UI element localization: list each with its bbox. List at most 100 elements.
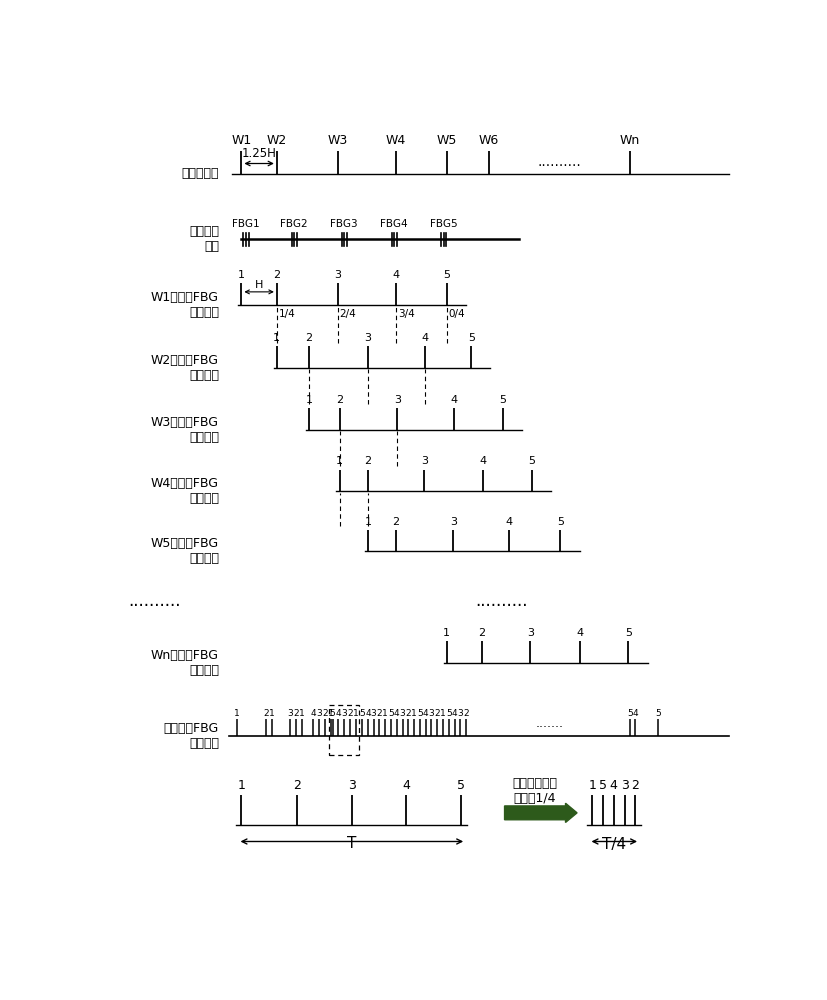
- Text: 2: 2: [364, 456, 371, 466]
- Text: 1: 1: [336, 456, 342, 466]
- Text: W2: W2: [266, 134, 286, 147]
- Text: 2: 2: [347, 709, 352, 718]
- Text: 1: 1: [273, 333, 280, 343]
- Text: 5: 5: [499, 395, 505, 405]
- Text: 3: 3: [620, 779, 628, 792]
- Text: 降低为1/4: 降低为1/4: [514, 792, 556, 805]
- Text: 3: 3: [348, 779, 356, 792]
- Text: 单次测量时间: 单次测量时间: [512, 777, 557, 790]
- Text: W5对应的FBG
反射信号: W5对应的FBG 反射信号: [151, 537, 218, 565]
- Text: ..........: ..........: [475, 592, 527, 610]
- Text: 2: 2: [293, 779, 301, 792]
- Text: 0/4: 0/4: [448, 309, 465, 319]
- Text: 1: 1: [364, 517, 371, 527]
- Text: FBG5: FBG5: [429, 219, 457, 229]
- Text: 4: 4: [450, 395, 457, 405]
- Text: 2: 2: [478, 628, 485, 638]
- Bar: [329, 705, 358, 755]
- Text: 4: 4: [452, 709, 457, 718]
- Text: 4: 4: [394, 709, 399, 718]
- FancyArrow shape: [504, 803, 576, 822]
- Text: 3: 3: [399, 709, 405, 718]
- Text: 1: 1: [305, 395, 312, 405]
- Text: 2: 2: [434, 709, 439, 718]
- Text: 2: 2: [462, 709, 468, 718]
- Text: 1: 1: [237, 270, 245, 280]
- Text: 1: 1: [299, 709, 304, 718]
- Text: 4: 4: [504, 517, 512, 527]
- Text: 5: 5: [528, 456, 535, 466]
- Text: 1: 1: [327, 709, 333, 718]
- Text: T: T: [346, 836, 356, 852]
- Text: FBG2: FBG2: [280, 219, 308, 229]
- Text: 4: 4: [423, 709, 428, 718]
- Text: 1: 1: [269, 709, 275, 718]
- Text: 5: 5: [654, 709, 660, 718]
- Text: 3: 3: [341, 709, 347, 718]
- Text: 1: 1: [382, 709, 388, 718]
- Text: 3: 3: [334, 270, 341, 280]
- Text: FBG1: FBG1: [232, 219, 260, 229]
- Text: 3: 3: [526, 628, 533, 638]
- Text: ..........: ..........: [537, 155, 581, 169]
- Text: 2: 2: [405, 709, 411, 718]
- Text: 光纤传感
单元: 光纤传感 单元: [189, 225, 218, 253]
- Text: 5: 5: [388, 709, 394, 718]
- Text: 2: 2: [263, 709, 268, 718]
- Text: 5: 5: [624, 628, 631, 638]
- Text: 5: 5: [598, 779, 606, 792]
- Text: 1: 1: [442, 628, 450, 638]
- Text: 5: 5: [442, 270, 450, 280]
- Text: FBG3: FBG3: [330, 219, 357, 229]
- Text: 4: 4: [576, 628, 582, 638]
- Text: 4: 4: [402, 779, 410, 792]
- Text: W4: W4: [385, 134, 406, 147]
- Text: W2对应的FBG
反射信号: W2对应的FBG 反射信号: [151, 354, 218, 382]
- Text: 4: 4: [310, 709, 316, 718]
- Text: W4对应的FBG
反射信号: W4对应的FBG 反射信号: [151, 477, 218, 505]
- Text: 1: 1: [237, 779, 245, 792]
- Text: 4: 4: [479, 456, 485, 466]
- Text: 调制光脉冲: 调制光脉冲: [181, 167, 218, 180]
- Text: 2: 2: [630, 779, 638, 792]
- Text: FBG4: FBG4: [380, 219, 408, 229]
- Text: 1: 1: [411, 709, 417, 718]
- Text: 1/4: 1/4: [279, 309, 295, 319]
- Text: 5: 5: [626, 709, 632, 718]
- Text: 5: 5: [445, 709, 451, 718]
- Text: 2: 2: [392, 517, 399, 527]
- Text: ..........: ..........: [128, 592, 181, 610]
- Text: .......: .......: [535, 717, 563, 730]
- Text: 1.25H: 1.25H: [241, 147, 276, 160]
- Text: 3: 3: [370, 709, 376, 718]
- Text: 2: 2: [305, 333, 312, 343]
- Text: 3: 3: [394, 395, 400, 405]
- Text: W1: W1: [231, 134, 251, 147]
- Text: 3: 3: [316, 709, 322, 718]
- Text: 4: 4: [609, 779, 617, 792]
- Text: 4: 4: [632, 709, 638, 718]
- Text: 1: 1: [440, 709, 445, 718]
- Text: 时分复用FBG
反射信号: 时分复用FBG 反射信号: [164, 722, 218, 750]
- Text: H: H: [255, 280, 263, 290]
- Text: W1对应的FBG
反射信号: W1对应的FBG 反射信号: [151, 291, 218, 319]
- Text: 3: 3: [428, 709, 433, 718]
- Text: 1: 1: [588, 779, 595, 792]
- Text: 5: 5: [329, 709, 335, 718]
- Text: 5: 5: [359, 709, 365, 718]
- Text: 5: 5: [457, 779, 465, 792]
- Text: 5: 5: [557, 517, 563, 527]
- Text: 4: 4: [335, 709, 341, 718]
- Text: 2: 2: [376, 709, 382, 718]
- Text: W6: W6: [478, 134, 498, 147]
- Text: 4: 4: [392, 270, 399, 280]
- Text: W3对应的FBG
反射信号: W3对应的FBG 反射信号: [151, 416, 218, 444]
- Text: 2: 2: [336, 395, 343, 405]
- Text: 2: 2: [273, 270, 280, 280]
- Text: 1: 1: [234, 709, 240, 718]
- Text: 3: 3: [420, 456, 428, 466]
- Text: 2: 2: [293, 709, 299, 718]
- Text: 3/4: 3/4: [398, 309, 414, 319]
- Text: 1: 1: [352, 709, 358, 718]
- Text: 3: 3: [449, 517, 457, 527]
